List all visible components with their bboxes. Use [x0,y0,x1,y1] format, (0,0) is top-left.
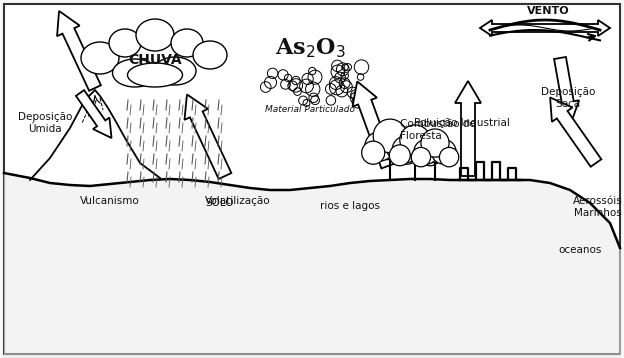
Polygon shape [76,90,112,138]
Polygon shape [185,95,232,179]
Text: Deposição
Úmida: Deposição Úmida [18,112,72,134]
Circle shape [362,141,385,164]
Ellipse shape [81,42,119,74]
Circle shape [400,125,430,155]
Circle shape [365,132,394,161]
Text: Poluição Industrial: Poluição Industrial [414,118,510,128]
Polygon shape [455,81,481,176]
Polygon shape [57,11,101,91]
Ellipse shape [112,59,157,87]
Circle shape [373,119,407,153]
Ellipse shape [154,57,196,85]
Polygon shape [480,20,610,36]
Text: Volatilização: Volatilização [205,196,271,206]
Circle shape [411,147,431,167]
Circle shape [389,145,410,166]
Circle shape [421,129,449,157]
Polygon shape [554,57,579,122]
Polygon shape [550,97,602,167]
Text: As$_2$O$_3$: As$_2$O$_3$ [275,36,345,60]
Polygon shape [353,81,394,168]
Circle shape [439,147,459,167]
Ellipse shape [109,29,141,57]
Text: CHUVA: CHUVA [128,53,182,67]
Circle shape [411,136,438,163]
Ellipse shape [193,41,227,69]
Text: Vulcanismo: Vulcanismo [80,196,140,206]
Text: Aerossóis
Marinhos: Aerossóis Marinhos [573,196,623,218]
Circle shape [386,132,415,161]
Circle shape [431,140,456,164]
Circle shape [392,136,419,163]
Text: Deposição
Seca: Deposição Seca [541,87,595,109]
Circle shape [414,140,439,164]
Text: rios e lagos: rios e lagos [320,201,380,211]
Circle shape [395,141,418,164]
Ellipse shape [171,29,203,57]
Ellipse shape [127,63,182,87]
Text: oceanos: oceanos [558,245,602,255]
Circle shape [420,145,441,166]
Text: Material Particulado: Material Particulado [265,106,355,115]
Ellipse shape [136,19,174,51]
Text: VENTO: VENTO [527,6,569,16]
Text: Combustão de
Floresta: Combustão de Floresta [400,119,475,141]
Text: SOLO: SOLO [206,198,234,208]
